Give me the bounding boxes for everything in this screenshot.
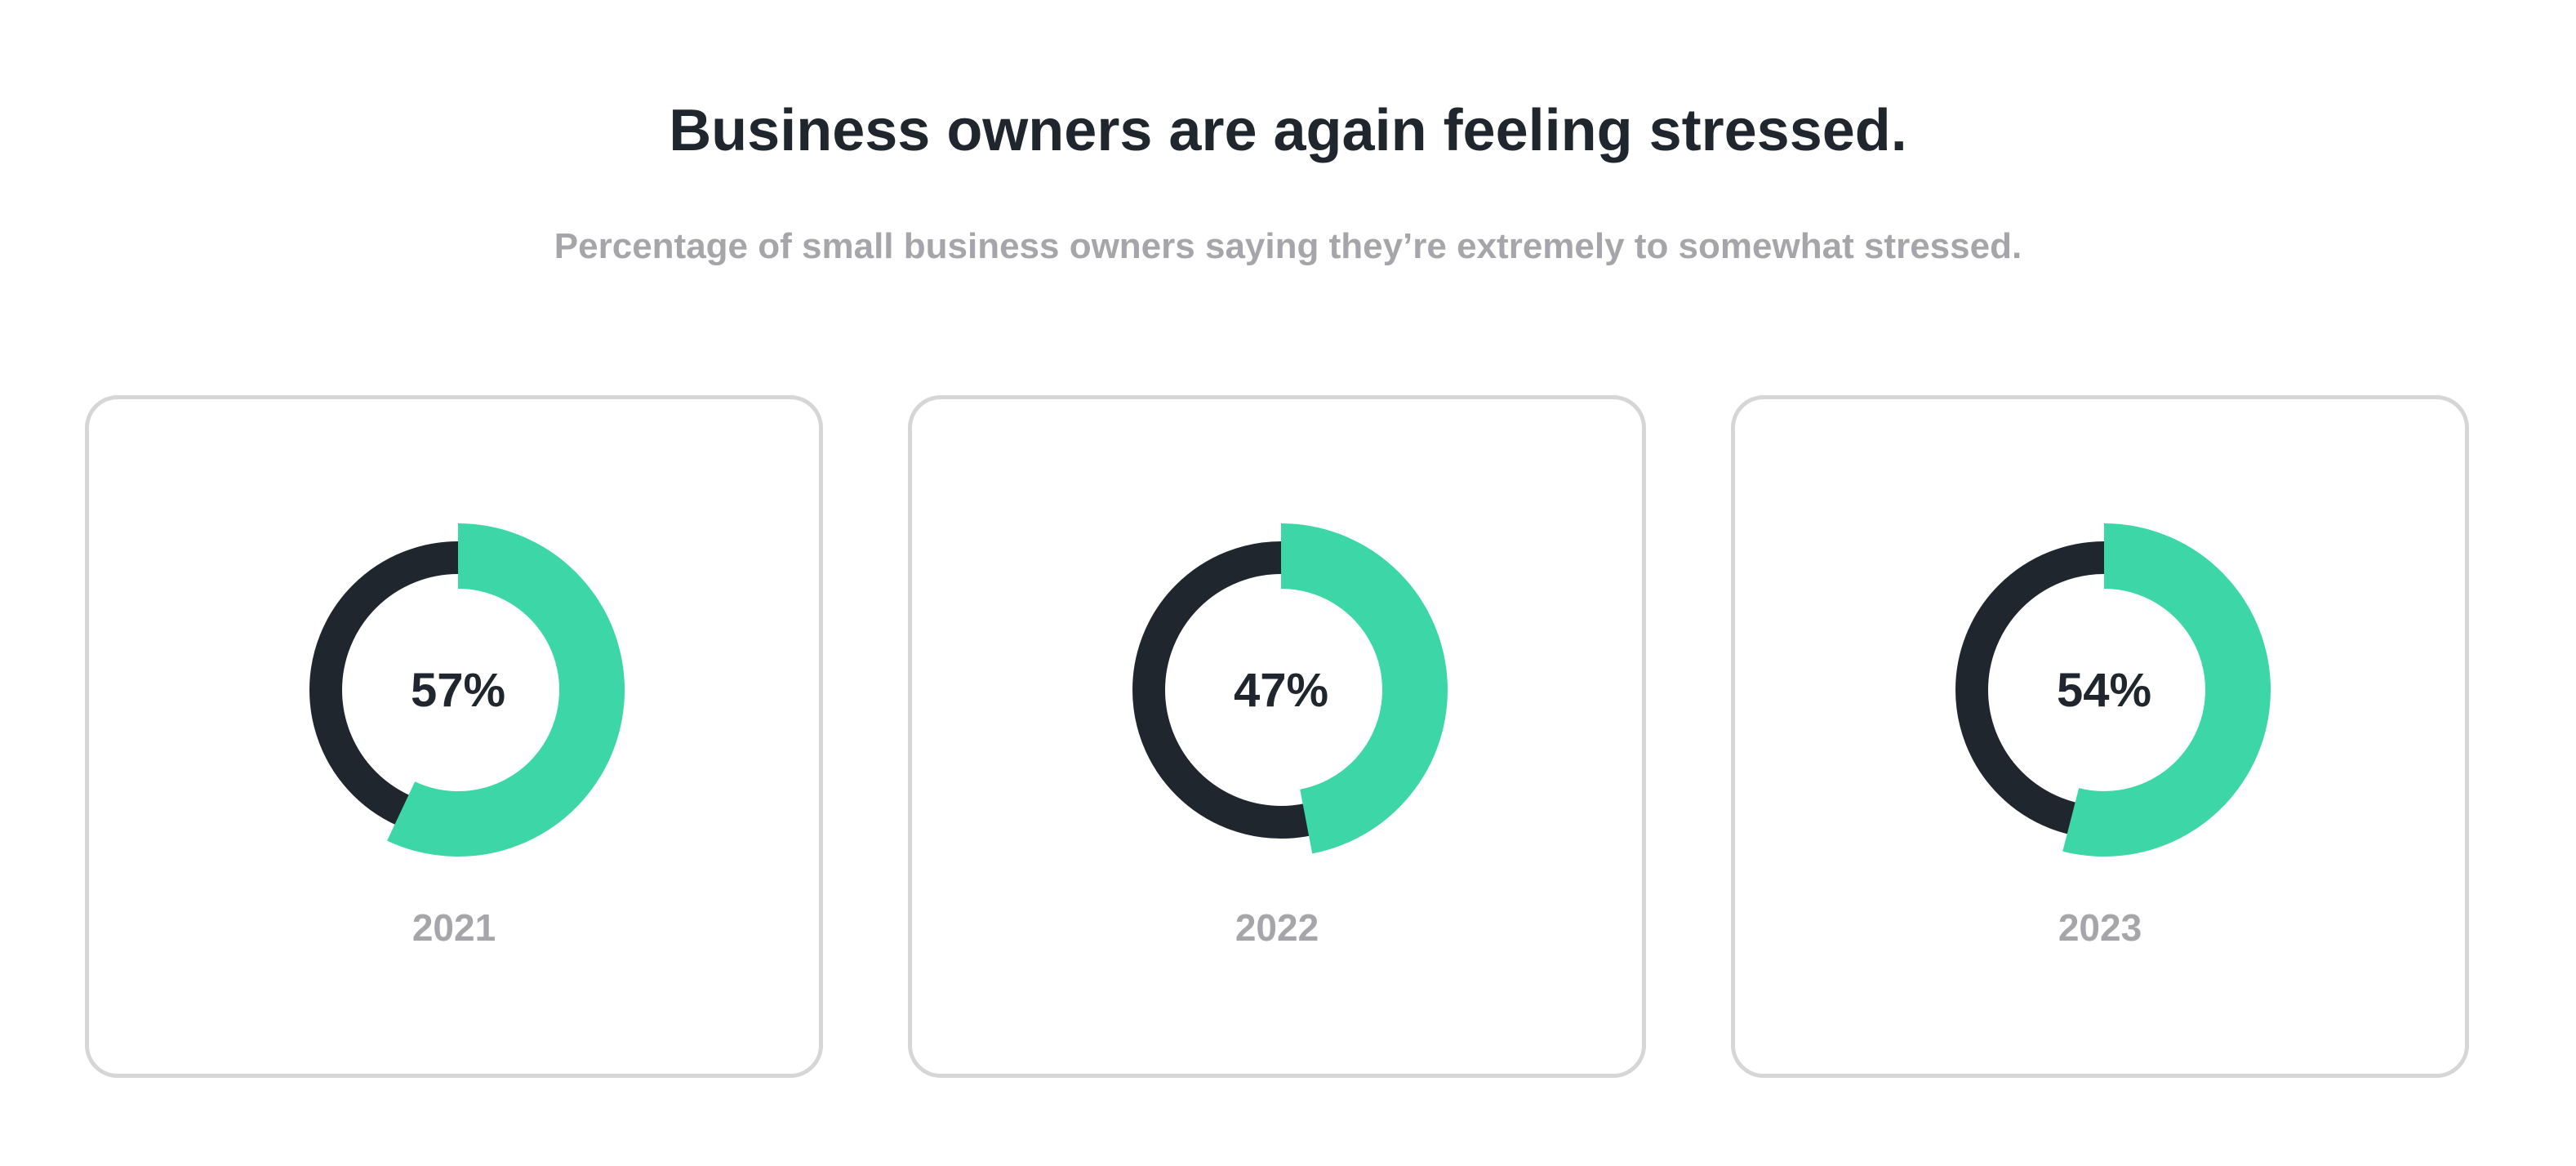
page-title: Business owners are again feeling stress… [669, 98, 1907, 163]
donut-card-grid: 57% 2021 47% 2022 54% 2023 [85, 395, 2490, 1078]
page-subtitle: Percentage of small business owners sayi… [554, 226, 2022, 266]
donut-svg-2023 [1955, 523, 2271, 857]
percent-label-2023: 54% [2056, 663, 2152, 717]
stat-card-2021: 57% 2021 [85, 395, 823, 1078]
donut-value-arc-2023 [2062, 523, 2271, 857]
donut-svg-2021 [309, 523, 625, 857]
stat-card-2022: 47% 2022 [908, 395, 1646, 1078]
donut-value-arc-2021 [387, 523, 625, 857]
donut-value-arc-2022 [1280, 523, 1448, 854]
percent-label-2021: 57% [410, 663, 506, 717]
year-label-2022: 2022 [1235, 906, 1319, 949]
year-label-2021: 2021 [412, 906, 496, 949]
year-label-2023: 2023 [2058, 906, 2142, 949]
donut-chart-2021 [295, 523, 625, 857]
donut-svg-2022 [1132, 523, 1448, 854]
donut-chart-2022 [1118, 523, 1448, 854]
stat-card-2023: 54% 2023 [1731, 395, 2469, 1078]
donut-chart-2023 [1941, 523, 2271, 857]
percent-label-2022: 47% [1233, 663, 1329, 717]
